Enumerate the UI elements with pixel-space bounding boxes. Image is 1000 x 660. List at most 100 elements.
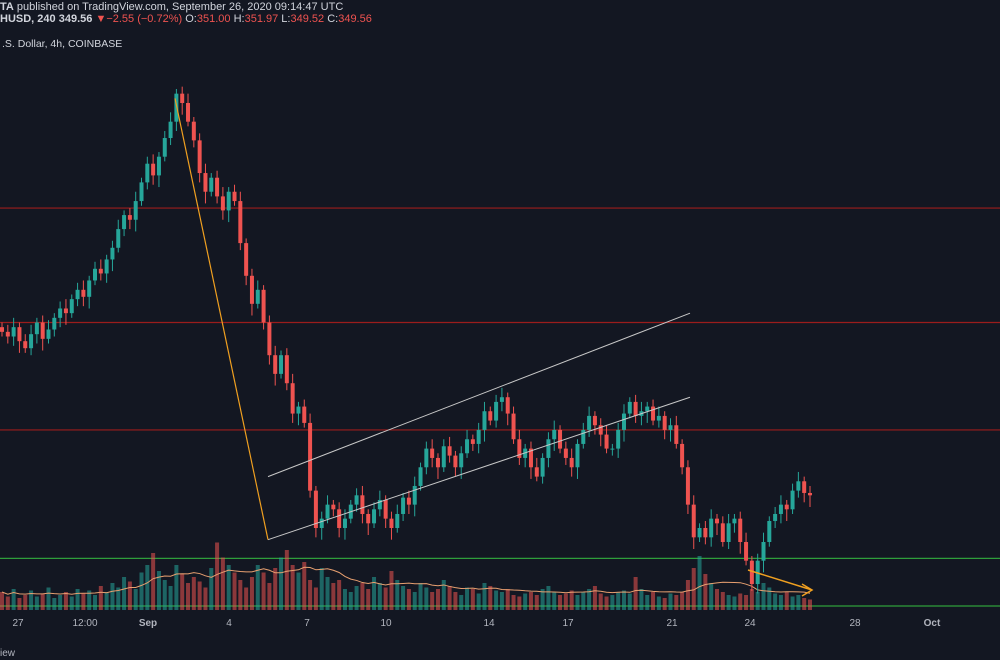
volume-bar — [308, 580, 313, 610]
candle-body — [255, 289, 260, 304]
volume-bar — [645, 595, 650, 610]
volume-bar — [29, 590, 34, 610]
volume-bar — [808, 599, 812, 610]
candle-body — [470, 439, 475, 444]
candle-body — [587, 415, 592, 430]
candle-body — [674, 425, 679, 444]
candle-body — [447, 446, 452, 456]
trend-annotation-line — [174, 98, 269, 540]
candle-body — [499, 397, 504, 402]
volume-bar — [430, 592, 435, 610]
candle-body — [401, 497, 406, 514]
low-value: 349.52 — [290, 13, 325, 25]
volume-bar — [203, 587, 208, 610]
volume-bar — [244, 587, 249, 610]
candle-body — [494, 401, 499, 421]
candle-body — [383, 499, 388, 519]
volume-bar — [342, 589, 347, 610]
candle-body — [186, 102, 191, 122]
candle-body — [372, 509, 377, 524]
candle-body — [110, 247, 115, 260]
candle-body — [406, 497, 411, 505]
volume-bar — [261, 572, 266, 610]
volume-bar — [674, 595, 679, 610]
volume-bar — [575, 595, 580, 610]
volume-bar — [238, 580, 243, 610]
volume-bar — [552, 592, 557, 610]
candle-body — [337, 509, 342, 528]
candle-body — [145, 163, 150, 183]
volume-bar — [389, 571, 394, 610]
volume-bar — [424, 587, 429, 610]
candle-body — [139, 182, 144, 202]
candle-body — [93, 268, 98, 281]
candle-body — [34, 322, 39, 335]
volume-bar — [633, 577, 638, 610]
candle-body — [279, 355, 284, 374]
candle-body — [418, 467, 423, 486]
candle-body — [511, 413, 516, 440]
candle-body — [767, 520, 772, 543]
candle-body — [203, 173, 208, 192]
chart-subtitle: .S. Dollar, 4h, COINBASE — [2, 38, 123, 50]
volume-bar — [680, 592, 685, 610]
volume-bar — [87, 590, 92, 610]
x-tick-label: 12:00 — [72, 618, 97, 629]
volume-bar — [180, 574, 185, 610]
candle-body — [302, 406, 307, 423]
volume-bar — [703, 574, 708, 610]
volume-bar — [714, 589, 719, 610]
volume-bar — [616, 592, 621, 610]
candle-body — [621, 413, 626, 430]
volume-bar — [337, 580, 342, 610]
candle-body — [552, 429, 557, 440]
volume-bar — [290, 565, 295, 610]
volume-bar — [151, 553, 156, 610]
volume-bar — [162, 580, 167, 610]
candle-body — [534, 467, 539, 477]
candle-body — [685, 467, 690, 505]
volume-bar — [563, 593, 568, 610]
change-arrow-icon: ▼ — [95, 13, 107, 25]
close-value: 349.56 — [338, 13, 372, 25]
candle-body — [23, 341, 28, 349]
candle-body — [505, 397, 510, 414]
volume-bar — [104, 592, 109, 610]
volume-bar — [52, 598, 57, 610]
volume-bar — [23, 595, 28, 610]
candle-body — [17, 327, 22, 342]
candle-body — [319, 518, 324, 528]
volume-bar — [488, 586, 493, 610]
candle-body — [627, 401, 632, 414]
volume-bar — [401, 586, 406, 610]
candle-body — [191, 121, 196, 141]
volume-bar — [790, 596, 795, 610]
volume-bar — [139, 572, 144, 610]
volume-bar — [75, 589, 80, 610]
volume-bar — [168, 586, 173, 610]
volume-bar — [34, 596, 39, 610]
volume-bar — [395, 580, 400, 610]
x-tick-label: 7 — [304, 618, 310, 629]
volume-bar — [761, 583, 766, 610]
volume-bar — [802, 598, 807, 610]
volume-bar — [604, 596, 609, 610]
candle-body — [558, 429, 563, 449]
volume-bar — [122, 577, 127, 610]
candle-body — [342, 518, 347, 528]
volume-bar — [331, 583, 336, 610]
volume-bar — [302, 562, 307, 610]
volume-bar — [668, 593, 673, 610]
candle-body — [592, 415, 597, 426]
volume-bar — [116, 587, 121, 610]
volume-bar — [778, 595, 783, 610]
candle-body — [98, 268, 103, 274]
candle-body — [633, 401, 638, 416]
candle-body — [244, 243, 249, 276]
candle-body — [569, 457, 574, 468]
candle-body — [656, 415, 661, 421]
x-tick-label: 4 — [226, 618, 232, 629]
volume-bar — [546, 586, 551, 610]
candle-body — [69, 299, 74, 314]
